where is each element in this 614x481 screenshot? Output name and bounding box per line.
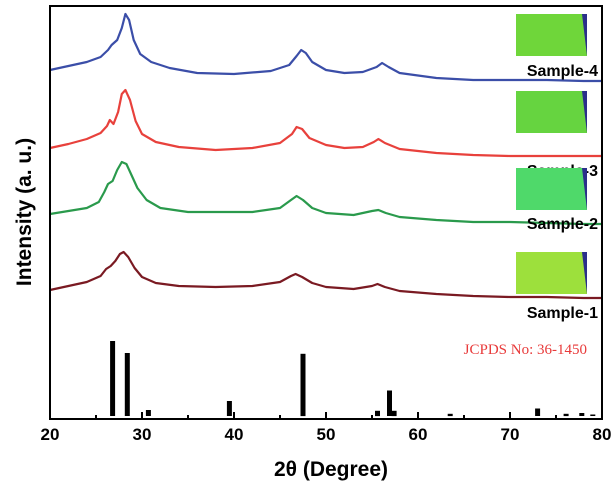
reference-line-10: [535, 408, 541, 416]
reference-label: JCPDS No: 36-1450: [464, 342, 587, 358]
x-tick-label-60: 60: [409, 425, 428, 444]
x-tick-label-80: 80: [593, 425, 612, 444]
reference-line-1: [110, 341, 116, 416]
series-line-1: [49, 12, 602, 83]
reference-line-2: [124, 353, 130, 416]
x-tick-label-30: 30: [133, 425, 152, 444]
reference-line-12: [579, 413, 585, 416]
inset-sample-4: [516, 252, 587, 294]
reference-line-3: [145, 410, 151, 416]
series-line-4: [49, 250, 602, 300]
reference-line-11: [563, 413, 569, 417]
inset-sample-2: [516, 91, 587, 133]
sample-label-1: Sample-4: [527, 63, 598, 80]
reference-line-9: [447, 413, 453, 417]
reference-lines: [110, 341, 596, 417]
reference-line-13: [590, 414, 596, 416]
y-axis-title: Intensity (a. u.): [13, 138, 36, 286]
reference-line-4: [226, 401, 232, 416]
series-line-2: [49, 88, 602, 158]
x-tick-label-40: 40: [225, 425, 244, 444]
x-tick-label-20: 20: [41, 425, 60, 444]
reference-line-5: [300, 353, 306, 417]
diffraction-curves: [49, 12, 602, 300]
inset-sample-3: [516, 168, 587, 210]
x-tick-label-50: 50: [317, 425, 336, 444]
x-axis-title: 2θ (Degree): [274, 458, 388, 481]
x-ticks: 20 30 40 50 60 70 80: [41, 412, 612, 444]
sample-label-3: Sample-2: [527, 216, 598, 233]
reference-line-6: [375, 410, 380, 417]
reference-line-7: [387, 390, 392, 416]
reference-line-8: [391, 410, 397, 417]
sample-label-4: Sample-1: [527, 305, 598, 322]
inset-sample-1: [516, 14, 587, 56]
x-tick-label-70: 70: [501, 425, 520, 444]
series-line-3: [49, 160, 602, 226]
